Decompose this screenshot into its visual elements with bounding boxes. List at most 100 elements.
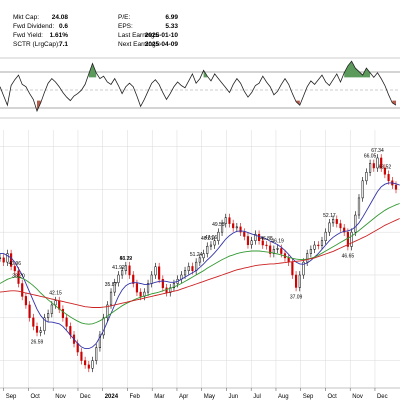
oscillator-fill-area xyxy=(344,61,371,78)
oscillator-panel xyxy=(0,57,400,119)
candle-body xyxy=(172,283,176,289)
candle-body xyxy=(269,245,272,254)
price-annotation-label: 41.92 xyxy=(112,265,125,271)
price-annotation-label: 52.17 xyxy=(323,213,336,219)
candle-body xyxy=(61,308,64,319)
candle-body xyxy=(87,364,90,369)
candle-body xyxy=(246,236,250,246)
candle-body xyxy=(372,163,375,169)
candle-body xyxy=(228,217,231,224)
price-annotation-label: 63.52 xyxy=(379,164,392,170)
candle-body xyxy=(276,248,279,250)
candle-body xyxy=(0,257,2,259)
candle-body xyxy=(361,180,364,199)
x-axis-tick-label: Sep xyxy=(6,394,17,400)
price-annotation-label: 47.06 xyxy=(205,235,218,241)
price-annotation-label: 51.24 xyxy=(190,252,203,258)
candle-body xyxy=(161,279,164,289)
price-annotation-label: 49.53 xyxy=(212,222,225,228)
candle-body xyxy=(309,249,312,254)
candle-body xyxy=(220,223,224,233)
candle-body xyxy=(109,291,113,306)
candle-body xyxy=(261,240,264,246)
info-panel: Mkt Cap: 24.08 Fwd Dividend: 0.6 Fwd Yie… xyxy=(13,14,178,48)
candle-body xyxy=(383,167,386,175)
candle-body xyxy=(357,197,361,216)
candle-body xyxy=(369,163,372,173)
candle-body xyxy=(346,231,349,247)
last-earnings-value: 2025-01-10 xyxy=(145,32,179,39)
candle-body xyxy=(380,157,383,169)
candle-body xyxy=(183,270,187,276)
candle-body xyxy=(54,300,57,306)
candle-body xyxy=(124,265,127,271)
candle-body xyxy=(146,283,150,293)
pe-label: P/E: xyxy=(118,14,130,21)
fwd-yield-label: Fwd Yield: xyxy=(13,32,43,39)
x-axis-tick-label: May xyxy=(204,394,215,400)
candle-body xyxy=(117,274,120,283)
candle-body xyxy=(291,261,294,276)
moving-average-lines xyxy=(0,182,400,350)
candle-body xyxy=(394,184,398,190)
candle-body xyxy=(24,296,27,306)
candle-body xyxy=(232,223,235,229)
candle-body xyxy=(265,244,268,247)
candle-body xyxy=(202,253,205,259)
candle-body xyxy=(65,317,68,327)
candle-body xyxy=(21,283,24,297)
candle-body xyxy=(13,266,16,272)
price-annotation-label: 66.05 xyxy=(364,153,377,159)
price-annotation-label: 42.15 xyxy=(49,291,62,297)
candle-body xyxy=(191,266,194,271)
price-annotation-label: 46.65 xyxy=(342,254,355,260)
candle-body xyxy=(47,313,50,319)
sctr-value: 7.1 xyxy=(59,41,68,48)
candle-body xyxy=(350,231,353,247)
oscillator-fill-area xyxy=(392,100,396,106)
candle-body xyxy=(32,317,35,327)
candle-body xyxy=(365,171,368,182)
x-axis-tick-label: Nov xyxy=(55,394,66,400)
candle-body xyxy=(28,304,31,319)
x-axis-tick-label: 2024 xyxy=(105,394,119,400)
price-annotations: 40.96 26.59 38.20 42.15 41.92 35.87 46.7253.39… xyxy=(9,148,392,345)
candle-body xyxy=(317,244,320,247)
candle-body xyxy=(128,265,131,276)
moving-average-green-line xyxy=(0,203,400,325)
candle-body xyxy=(313,244,316,250)
candle-body xyxy=(84,360,87,366)
price-annotation-label: 35.87 xyxy=(105,282,118,288)
x-axis-tick-label: Dec xyxy=(377,394,388,400)
fwd-dividend-value: 0.6 xyxy=(59,23,68,30)
candle-body xyxy=(302,261,305,276)
x-axis-tick-label: Mar xyxy=(154,394,164,400)
candle-body xyxy=(35,326,39,333)
eps-label: EPS: xyxy=(118,23,133,30)
candle-body xyxy=(324,231,327,241)
candle-body xyxy=(339,223,342,229)
candle-body xyxy=(387,174,390,182)
x-axis-tick-label: Oct xyxy=(327,394,337,400)
candle-body xyxy=(187,266,190,271)
last-earnings-label: Last Earnings: xyxy=(118,32,160,39)
x-axis-tick-label: Jul xyxy=(253,394,261,400)
price-annotation-label: 46.19 xyxy=(271,238,284,244)
candle-body xyxy=(43,317,46,331)
candle-body xyxy=(280,248,283,254)
fwd-dividend-label: Fwd Dividend: xyxy=(13,23,54,30)
next-earnings-value: 2025-04-09 xyxy=(145,41,179,48)
x-axis-tick-label: Jun xyxy=(228,394,238,400)
candle-body xyxy=(198,257,201,263)
fwd-yield-value: 1.61% xyxy=(50,32,69,39)
candle-body xyxy=(98,334,102,349)
x-axis-tick-label: Nov xyxy=(352,394,363,400)
candle-body xyxy=(195,261,198,271)
candle-body xyxy=(121,270,124,276)
price-annotation-label: 26.59 xyxy=(31,339,44,345)
candle-body xyxy=(224,217,227,224)
candle-body xyxy=(376,157,379,169)
candle-body xyxy=(343,227,346,233)
